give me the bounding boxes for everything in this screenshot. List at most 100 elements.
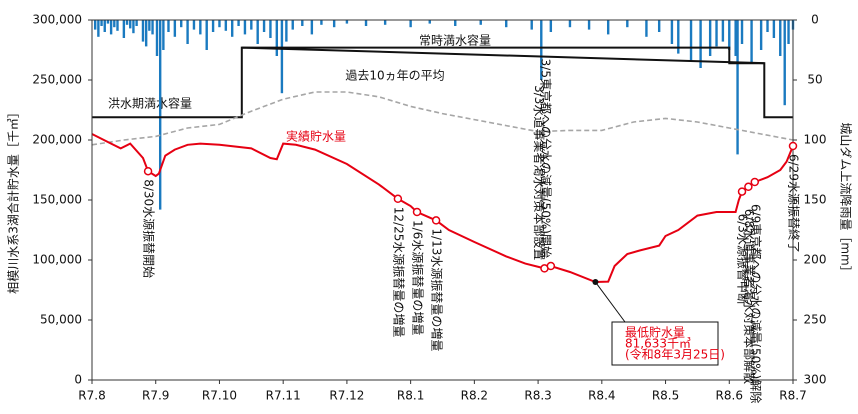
rain-bar (736, 20, 739, 155)
rain-bar (141, 20, 145, 42)
y2-tick-label: 300 (804, 373, 827, 387)
rain-bar (734, 20, 737, 56)
rain-bar (587, 20, 591, 30)
rain-bar (224, 20, 228, 31)
rain-bar (148, 20, 151, 31)
rain-bar (173, 20, 177, 37)
rain-bar (383, 20, 387, 25)
x-tick-label: R8.3 (524, 389, 551, 403)
x-tick-label: R7.11 (266, 389, 301, 403)
rain-bar (626, 20, 629, 28)
rain-bar (364, 20, 368, 26)
rain-bar (549, 20, 553, 32)
event-label: 8/30水源振替開始 (142, 179, 156, 278)
rain-bar (345, 20, 349, 24)
rain-bar (186, 20, 189, 44)
event-label: 1/6水源振替量の増量 (411, 220, 425, 335)
rain-bar (779, 20, 782, 56)
rain-bar (129, 20, 132, 29)
rain-bar (180, 20, 183, 28)
y2-axis-title: 城山ダム上流降雨量［mm］ (839, 122, 854, 277)
x-tick-label: R8.2 (461, 389, 488, 403)
rain-bar (783, 20, 786, 106)
rain-bar (205, 20, 208, 50)
min-leader (595, 281, 626, 323)
rain-bar (237, 20, 240, 26)
rain-bar (708, 20, 712, 56)
y-tick-label: 150,000 (32, 193, 82, 207)
y2-tick-label: 100 (804, 133, 827, 147)
min-point (592, 279, 599, 286)
event-marker (546, 261, 556, 271)
series-label: 常時満水容量 (419, 33, 491, 48)
event-label: 3/5東京都への分水の減量(50%)開始 (538, 59, 553, 258)
capacity-line (92, 46, 793, 119)
event-label: 1/13水源振替量の増量 (430, 228, 444, 351)
rain-bar (699, 20, 702, 68)
event-label: 6/29水源振替終了 (787, 154, 802, 253)
rain-bar (606, 20, 610, 35)
rain-bar (505, 20, 508, 28)
rain-bar (103, 20, 106, 32)
rain-bar (262, 20, 266, 32)
y-tick-label: 50,000 (40, 313, 82, 327)
rain-bar (109, 20, 113, 35)
rain-bar (158, 20, 162, 210)
rain-bar (243, 20, 247, 35)
rain-bar (113, 20, 116, 28)
event-label: 6/8水道事業者渇水対策本部解散 (742, 209, 757, 384)
rain-bar (93, 20, 97, 30)
rain-bar (250, 20, 253, 30)
event-label: 12/25水源振替量の増量 (391, 207, 405, 338)
storage-line (91, 133, 794, 284)
min-label: (令和8年3月25日) (625, 347, 725, 362)
rain-bar (332, 20, 336, 28)
y2-tick-label: 250 (804, 313, 827, 327)
rain-bar (116, 20, 119, 31)
min-box (611, 321, 719, 366)
rain-bar (125, 20, 129, 25)
rain-bar (122, 20, 126, 38)
y-tick-label: 0 (74, 373, 82, 387)
series-label: 洪水期満水容量 (108, 96, 192, 111)
rain-bar (689, 20, 693, 62)
rain-bar (192, 20, 196, 30)
rain-bar (787, 20, 790, 44)
rain-bar (106, 20, 110, 24)
x-tick-label: R8.1 (397, 389, 424, 403)
rain-bar (454, 20, 457, 26)
rain-bar (144, 20, 148, 47)
x-tick-label: R7.8 (78, 389, 105, 403)
min-label: 最低貯水量 (625, 326, 685, 340)
series-label: 過去10ヵ年の平均 (345, 69, 444, 83)
rain-bar (280, 20, 284, 94)
rain-bar (199, 20, 202, 35)
rain-bar (657, 20, 661, 32)
rain-bar (568, 20, 572, 28)
y-tick-label: 300,000 (32, 13, 82, 27)
rain-bar (100, 20, 103, 26)
rain-bar (218, 20, 221, 28)
rain-bar (231, 20, 234, 37)
rain-bar (766, 20, 769, 32)
rain-bar (759, 20, 763, 50)
rain-bar (97, 20, 100, 37)
event-marker (737, 187, 747, 196)
rain-bar (715, 20, 718, 47)
event-marker (412, 207, 422, 217)
event-marker (143, 166, 153, 176)
rain-bar (256, 20, 259, 44)
rain-bar (167, 20, 170, 32)
event-label: 6/3水源振替中断 (736, 214, 751, 305)
rain-bar (721, 20, 725, 42)
rain-bar (310, 20, 314, 35)
rain-bar (291, 20, 294, 30)
rain-bar (285, 20, 288, 42)
rain-bar (301, 20, 304, 26)
rain-bar (135, 20, 138, 26)
event-marker (431, 216, 441, 225)
rain-bar (772, 20, 776, 38)
y2-tick-label: 0 (811, 13, 819, 27)
series-label: 実績貯水量 (286, 129, 346, 144)
y2-tick-label: 150 (804, 193, 827, 207)
